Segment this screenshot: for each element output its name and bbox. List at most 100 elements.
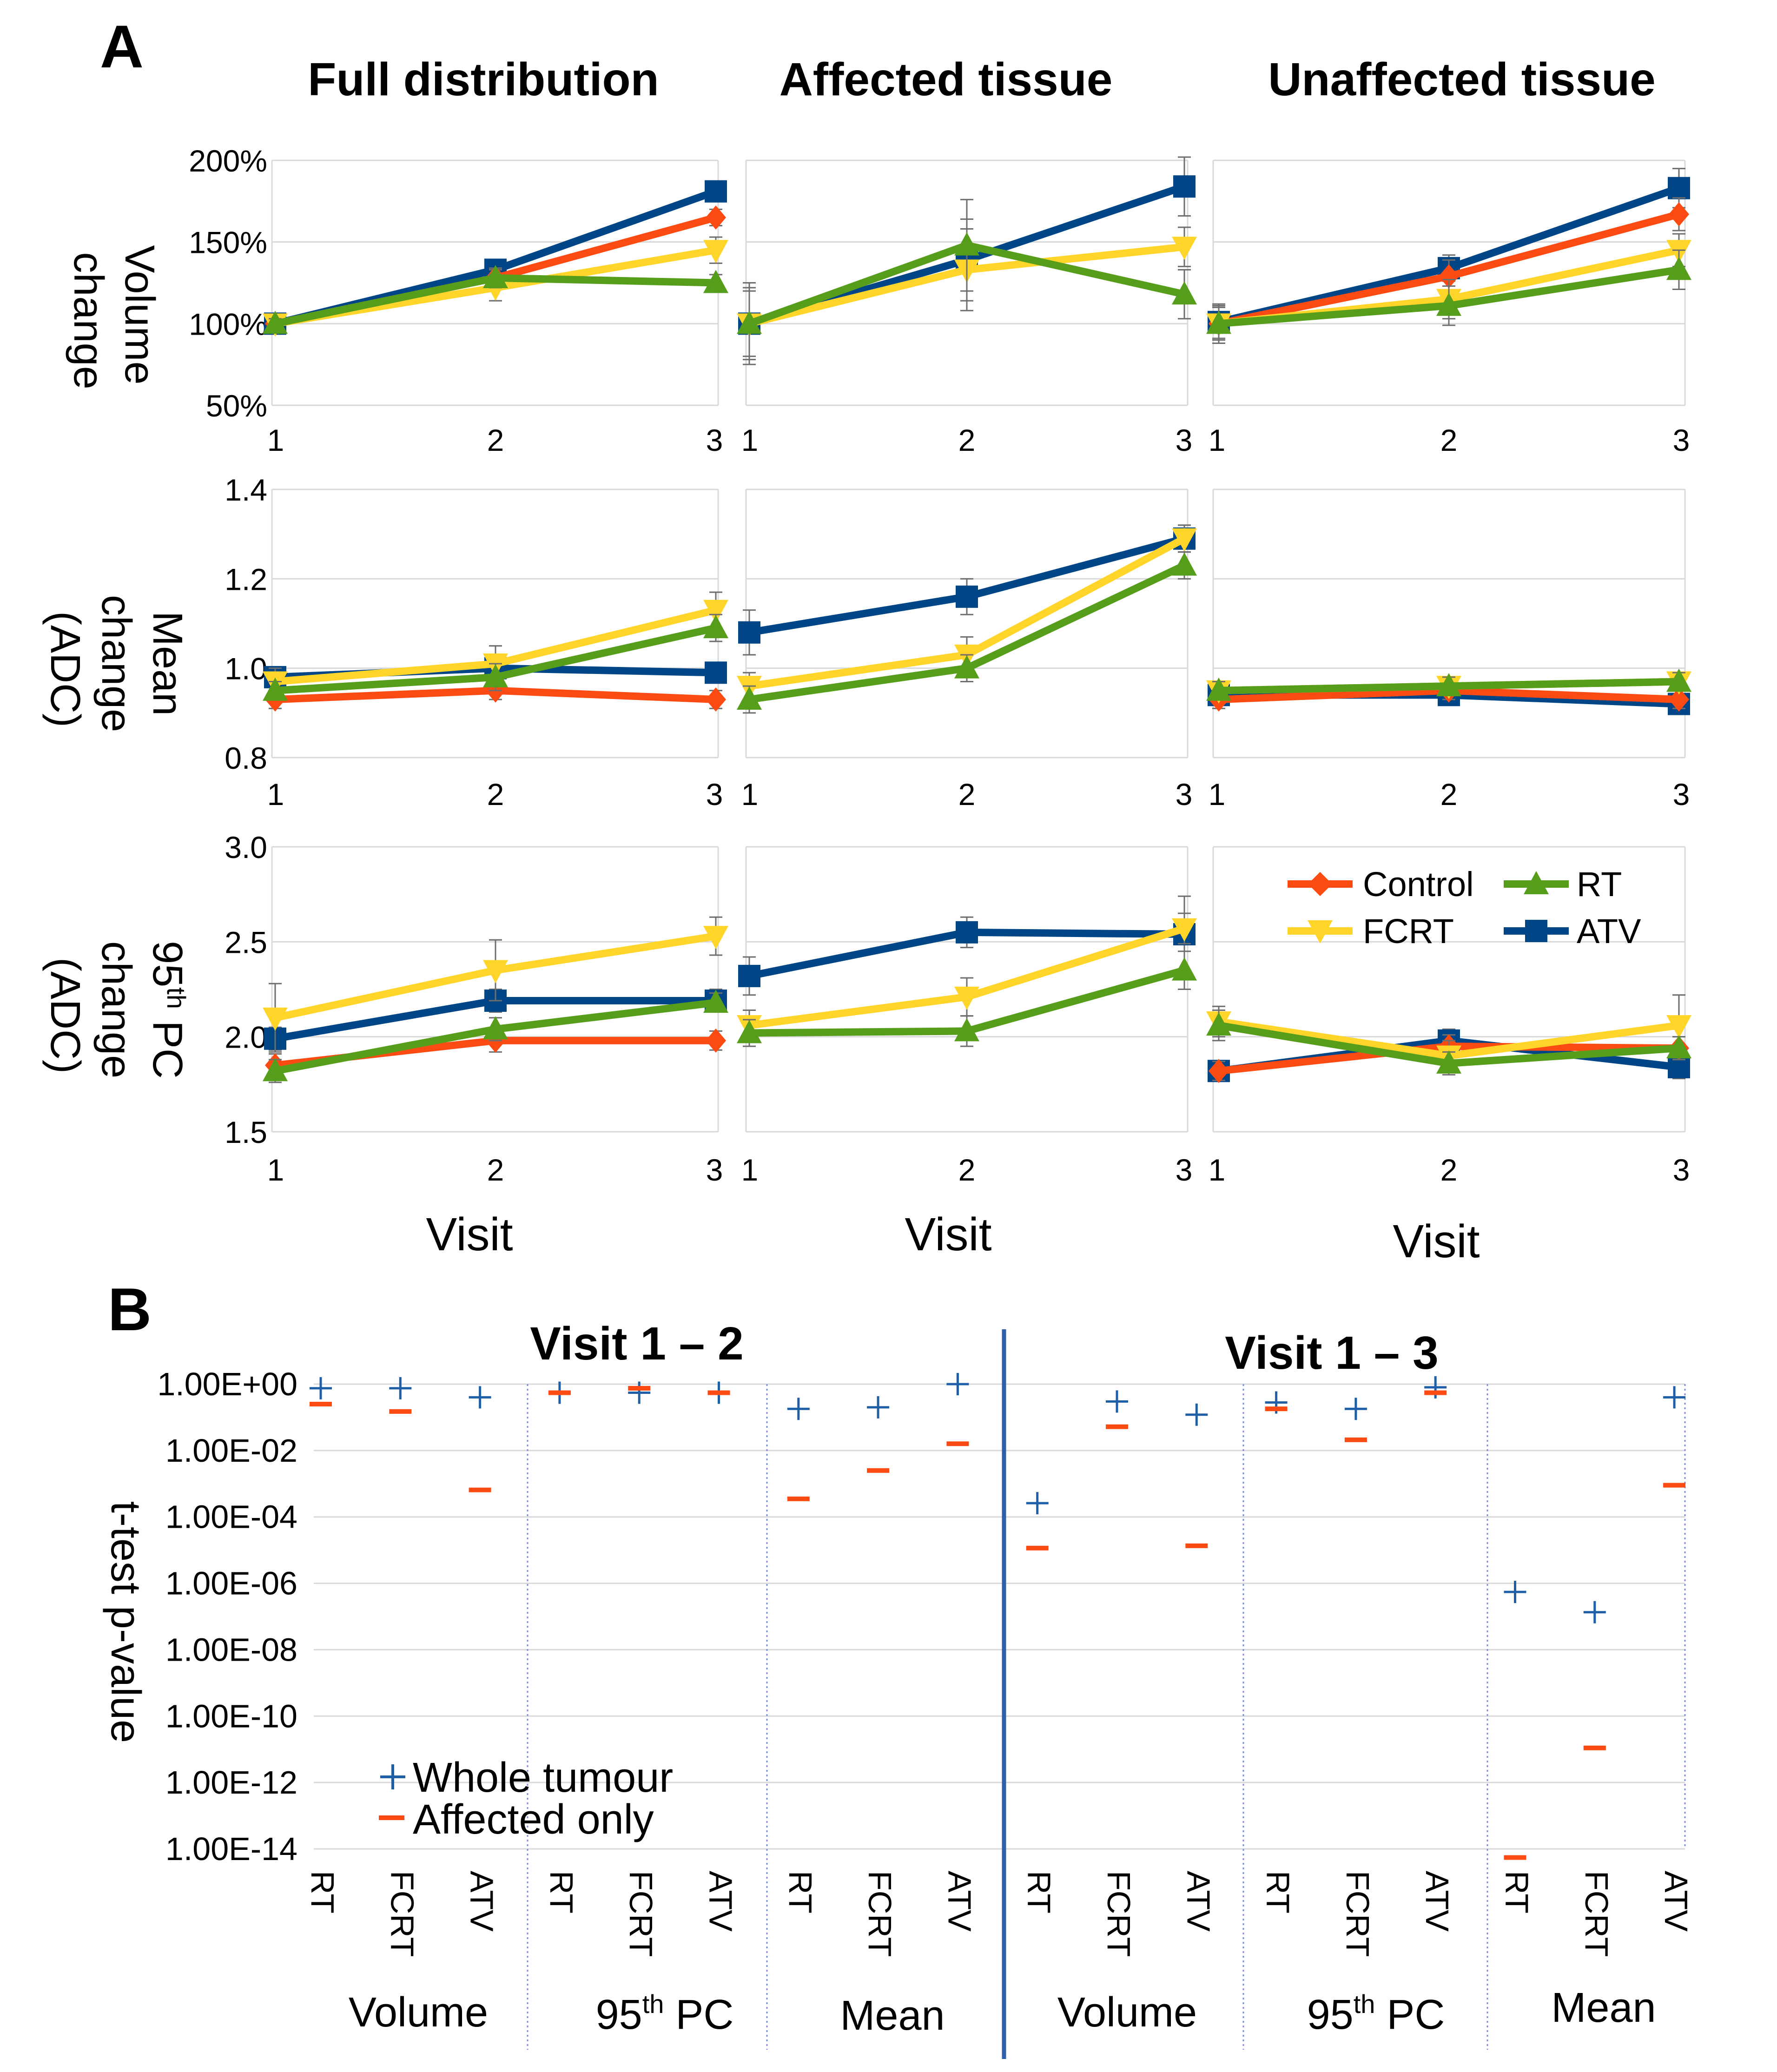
data-point-square-icon xyxy=(1173,175,1196,198)
data-point-triangle-down-icon xyxy=(703,240,728,264)
x-tick-label: 2 xyxy=(487,777,504,812)
data-point-triangle-down-icon xyxy=(1172,918,1197,942)
category-label: RT xyxy=(1499,1871,1535,1914)
x-tick-label: 2 xyxy=(487,1153,504,1187)
data-point-triangle-up-icon xyxy=(1206,1012,1231,1036)
x-tick-label: 2 xyxy=(487,423,504,457)
ylabel-line: 95th PC xyxy=(144,941,191,1079)
group-label-main: Mean xyxy=(1551,1985,1656,2031)
data-point-triangle-up-icon xyxy=(483,1016,508,1040)
group-label: 95th PC xyxy=(596,1989,734,2038)
dash-icon xyxy=(389,1409,412,1414)
legend-a: Control RT FCRT ATV xyxy=(1288,865,1641,950)
plus-icon xyxy=(946,1373,969,1395)
data-point-triangle-up-icon xyxy=(483,664,508,687)
category-label: ATV xyxy=(464,1871,500,1932)
data-point-triangle-up-icon xyxy=(263,677,288,701)
category-label: ATV xyxy=(703,1871,739,1932)
group-label: Volume xyxy=(1057,1989,1197,2036)
x-axis-label-visit: Visit xyxy=(1393,1215,1480,1267)
data-point-triangle-up-icon xyxy=(703,615,728,639)
category-label: ATV xyxy=(1419,1871,1455,1932)
data-point-diamond-icon xyxy=(1669,687,1689,712)
panel-b-chart: 1.00E-14 1.00E-12 1.00E-10 1.00E-08 1.00E-06… xyxy=(157,1329,1694,2059)
group-label-main: Mean xyxy=(840,1993,945,2039)
ylabel-line: change xyxy=(93,595,139,732)
dash-icon xyxy=(1344,1437,1367,1442)
chart-r0-c1: 1 2 3 xyxy=(737,156,1197,457)
dash-icon xyxy=(1583,1745,1606,1750)
group-label-superscript: th xyxy=(642,1989,664,2019)
x-tick-label: 1 xyxy=(267,1153,284,1187)
data-point-triangle-up-icon xyxy=(1172,281,1197,305)
diamond-icon xyxy=(1308,872,1332,896)
y-tick-label: 1.5 xyxy=(225,1115,267,1149)
y-tick-label: 0.8 xyxy=(225,741,267,775)
chart-r0-c2: 1 2 3 xyxy=(1206,159,1691,457)
data-point-triangle-up-icon xyxy=(1206,677,1231,701)
data-point-triangle-up-icon xyxy=(1666,1035,1691,1059)
data-point-diamond-icon xyxy=(706,1028,726,1053)
y-tick-label: 1.00E-02 xyxy=(165,1432,297,1469)
x-tick-label: 2 xyxy=(1440,423,1458,457)
row-ylabel-volume-change: Volume change xyxy=(65,245,163,396)
panel-a-charts: 50%100%150%200%1 2 3 1 2 3 1 2 30.81.01.21.41 2 3 1… xyxy=(189,144,1691,1187)
x-tick-label: 3 xyxy=(1176,1153,1193,1187)
x-tick-label: 1 xyxy=(741,423,759,457)
square-icon xyxy=(1525,920,1547,942)
data-point-triangle-up-icon xyxy=(737,1020,762,1043)
x-tick-label: 3 xyxy=(706,423,723,457)
series-rt xyxy=(737,198,1197,365)
chart-r2-c1: 1 2 3 xyxy=(737,846,1197,1187)
x-tick-label: 3 xyxy=(1673,777,1690,812)
series-rt xyxy=(263,990,728,1083)
data-point-triangle-up-icon xyxy=(737,310,762,334)
dash-icon xyxy=(469,1487,491,1492)
y-tick-label: 200% xyxy=(189,144,267,178)
ylabel-95: 95 xyxy=(144,941,191,987)
x-tick-label: 2 xyxy=(1440,1153,1458,1187)
x-tick-label: 3 xyxy=(1176,777,1193,812)
y-tick-label: 1.00E-04 xyxy=(165,1499,297,1535)
plus-icon xyxy=(867,1396,890,1419)
data-point-triangle-up-icon xyxy=(1436,292,1461,316)
y-tick-label: 2.0 xyxy=(225,1020,267,1055)
data-point-triangle-up-icon xyxy=(1172,957,1197,981)
dash-icon xyxy=(379,1815,404,1820)
series-atv xyxy=(738,895,1196,996)
data-point-diamond-icon xyxy=(706,205,726,230)
data-point-square-icon xyxy=(1668,177,1690,199)
plus-icon xyxy=(628,1381,651,1404)
panel-b-ylabel: t-test p-value xyxy=(102,1501,149,1743)
data-point-triangle-up-icon xyxy=(1436,673,1461,697)
y-tick-label: 3.0 xyxy=(225,830,267,864)
data-point-triangle-up-icon xyxy=(1666,668,1691,692)
x-tick-label: 1 xyxy=(741,777,759,812)
x-tick-label: 2 xyxy=(958,423,976,457)
ylabel-th-superscript: th xyxy=(162,987,191,1009)
plus-icon xyxy=(1504,1581,1526,1603)
data-point-triangle-up-icon xyxy=(954,232,979,256)
series-rt xyxy=(737,950,1197,1047)
x-tick-label: 3 xyxy=(1176,423,1193,457)
y-tick-label: 1.00E-14 xyxy=(165,1831,297,1867)
column-title-unaffected-tissue: Unaffected tissue xyxy=(1268,53,1656,106)
y-tick-label: 1.00E-10 xyxy=(165,1698,297,1734)
group-label-main: 95 xyxy=(596,1992,642,2038)
data-point-triangle-down-icon xyxy=(703,600,728,623)
column-title-full-distribution: Full distribution xyxy=(308,53,659,106)
legend-label-whole-tumour: Whole tumour xyxy=(413,1755,673,1801)
dash-icon xyxy=(787,1496,810,1501)
legend-label-affected-only: Affected only xyxy=(413,1796,654,1843)
plus-icon xyxy=(389,1377,412,1399)
x-tick-label: 3 xyxy=(1673,1153,1690,1187)
data-point-triangle-up-icon xyxy=(1666,257,1691,280)
data-point-triangle-down-icon xyxy=(703,926,728,950)
x-tick-label: 3 xyxy=(1673,423,1690,457)
category-label: FCRT xyxy=(862,1871,898,1957)
data-point-square-icon xyxy=(705,661,727,684)
ylabel-pc: PC xyxy=(144,1009,191,1079)
dash-icon xyxy=(628,1386,651,1391)
y-tick-label: 150% xyxy=(189,225,267,260)
